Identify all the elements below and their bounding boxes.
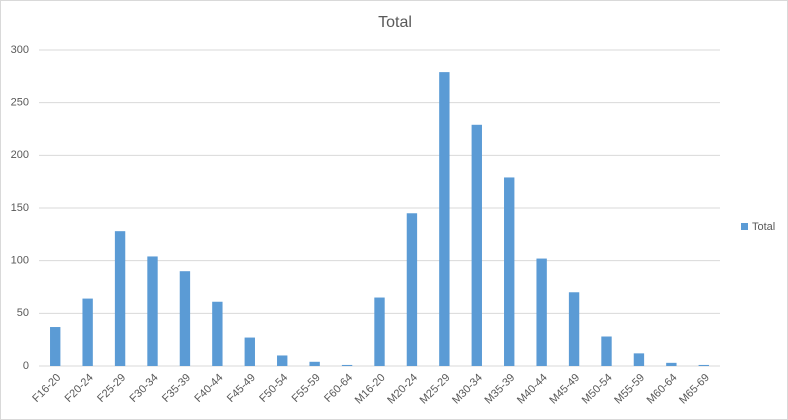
bar xyxy=(536,258,547,366)
x-tick-label: M20-24 xyxy=(385,372,420,407)
y-tick-label: 300 xyxy=(11,44,29,56)
chart-title: Total xyxy=(378,14,412,31)
y-tick-label: 100 xyxy=(11,255,29,267)
x-tick-label: M65-69 xyxy=(677,372,712,407)
bar xyxy=(698,364,709,366)
bar xyxy=(601,336,612,366)
bar xyxy=(471,124,482,366)
legend-swatch xyxy=(741,223,748,230)
x-tick-label: F25-29 xyxy=(95,372,128,405)
x-tick-label: M16-20 xyxy=(353,372,388,407)
bar xyxy=(244,337,255,366)
x-tick-label: M50-54 xyxy=(580,372,615,407)
bar xyxy=(666,362,677,366)
bar xyxy=(439,72,450,367)
y-tick-label: 150 xyxy=(11,202,29,214)
x-tick-label: F40-44 xyxy=(192,372,225,405)
x-tick-label: F35-39 xyxy=(160,372,193,405)
bar xyxy=(179,271,191,366)
bar xyxy=(341,364,353,366)
x-tick-label: F45-49 xyxy=(225,372,258,405)
bar xyxy=(633,353,645,366)
x-tick-label: F60-64 xyxy=(322,372,355,405)
x-tick-label: F16-20 xyxy=(30,372,63,405)
x-tick-label: M30-34 xyxy=(450,372,485,407)
y-tick-label: 250 xyxy=(11,97,29,109)
x-tick-label: M60-64 xyxy=(645,372,680,407)
x-tick-label: M55-59 xyxy=(612,372,647,407)
y-tick-label: 0 xyxy=(23,360,29,372)
bar xyxy=(406,213,418,366)
x-tick-label: F30-34 xyxy=(128,372,161,405)
x-tick-label: F20-24 xyxy=(63,372,96,405)
x-tick-label: M40-44 xyxy=(515,372,550,407)
bar xyxy=(114,231,126,366)
y-tick-label: 200 xyxy=(11,149,29,161)
bar xyxy=(374,297,385,366)
x-tick-label: M25-29 xyxy=(418,372,453,407)
x-tick-label: M45-49 xyxy=(547,372,582,407)
x-tick-label: F55-59 xyxy=(290,372,323,405)
bar xyxy=(212,301,223,366)
x-tick-label: M35-39 xyxy=(483,372,518,407)
y-tick-label: 50 xyxy=(17,307,29,319)
bar xyxy=(147,256,158,366)
bar xyxy=(504,177,515,366)
bar xyxy=(82,298,93,366)
legend-label: Total xyxy=(752,221,775,233)
bar xyxy=(50,327,61,366)
bar xyxy=(277,355,288,366)
x-tick-label: F50-54 xyxy=(257,372,290,405)
bar xyxy=(568,292,580,366)
bar xyxy=(309,361,320,366)
